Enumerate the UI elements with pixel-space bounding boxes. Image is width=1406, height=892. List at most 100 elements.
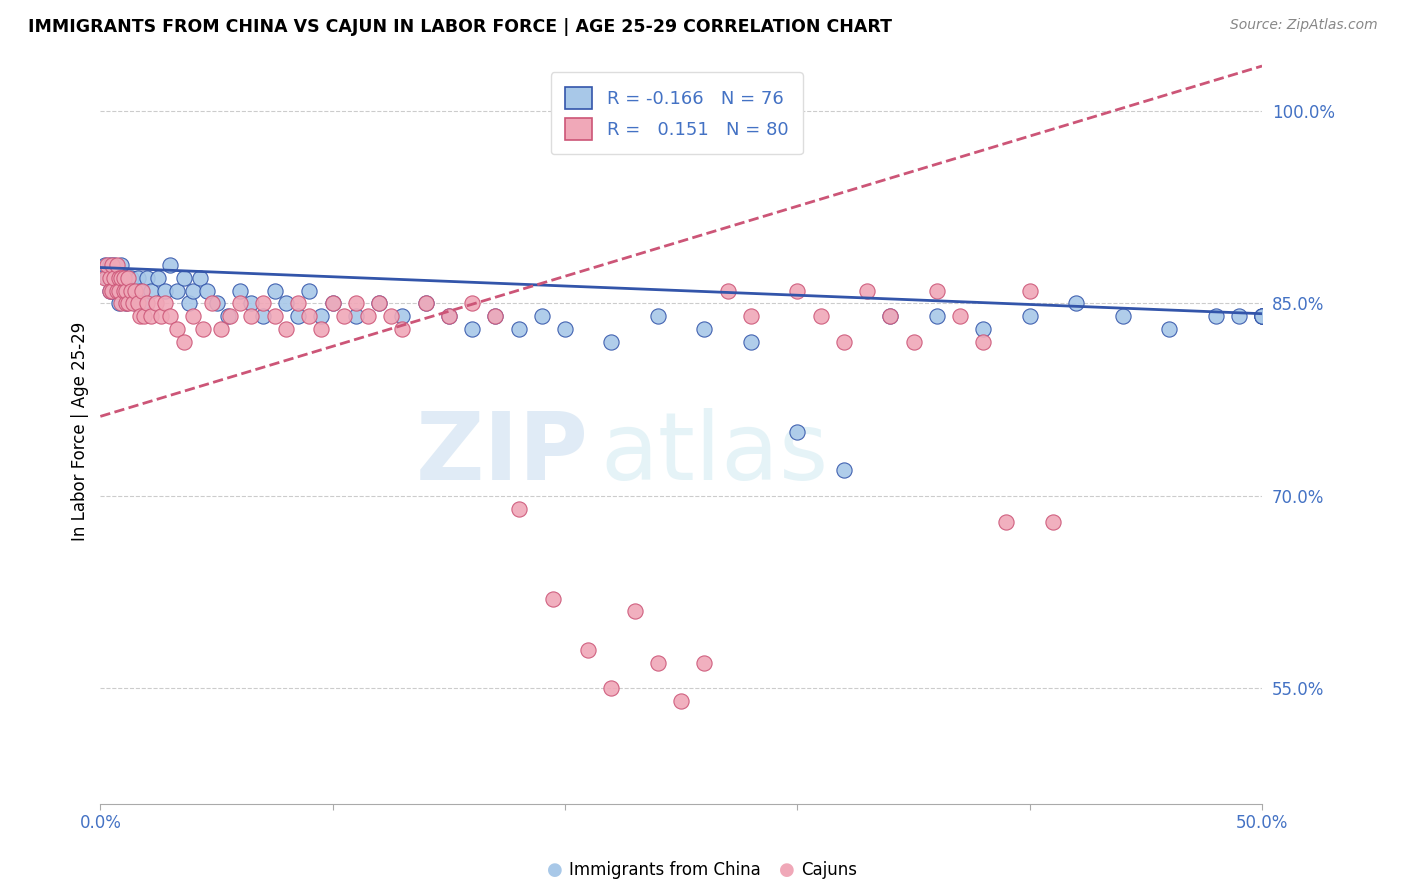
Point xyxy=(191,322,214,336)
Text: IMMIGRANTS FROM CHINA VS CAJUN IN LABOR FORCE | AGE 25-29 CORRELATION CHART: IMMIGRANTS FROM CHINA VS CAJUN IN LABOR … xyxy=(28,18,893,36)
Point xyxy=(124,296,146,310)
Point xyxy=(344,310,367,324)
Point xyxy=(173,334,195,349)
Point xyxy=(115,296,138,310)
Point xyxy=(115,270,138,285)
Point xyxy=(229,284,252,298)
Point xyxy=(94,270,117,285)
Point xyxy=(263,284,285,298)
Point xyxy=(120,270,142,285)
Text: ●: ● xyxy=(779,861,794,879)
Point xyxy=(110,296,132,310)
Point xyxy=(786,284,808,298)
Point xyxy=(135,296,157,310)
Point xyxy=(108,270,131,285)
Point xyxy=(380,310,402,324)
Y-axis label: In Labor Force | Age 25-29: In Labor Force | Age 25-29 xyxy=(72,322,89,541)
Legend: R = -0.166   N = 76, R =   0.151   N = 80: R = -0.166 N = 76, R = 0.151 N = 80 xyxy=(551,72,803,154)
Point xyxy=(122,296,145,310)
Point xyxy=(298,284,321,298)
Point xyxy=(415,296,437,310)
Point xyxy=(322,296,344,310)
Point xyxy=(543,591,565,606)
Point xyxy=(484,310,506,324)
Point xyxy=(344,296,367,310)
Point xyxy=(98,258,121,272)
Point xyxy=(1042,515,1064,529)
Point xyxy=(437,310,460,324)
Point xyxy=(105,258,128,272)
Point xyxy=(217,310,239,324)
Point xyxy=(879,310,901,324)
Point xyxy=(925,310,948,324)
Point xyxy=(108,296,131,310)
Point xyxy=(693,322,716,336)
Point xyxy=(879,310,901,324)
Point xyxy=(600,334,623,349)
Point xyxy=(903,334,925,349)
Point xyxy=(484,310,506,324)
Point xyxy=(135,270,157,285)
Point xyxy=(115,284,138,298)
Text: Immigrants from China: Immigrants from China xyxy=(569,861,761,879)
Point xyxy=(437,310,460,324)
Point xyxy=(122,284,145,298)
Point xyxy=(415,296,437,310)
Point xyxy=(240,296,263,310)
Point xyxy=(112,270,135,285)
Point xyxy=(117,284,139,298)
Point xyxy=(105,270,128,285)
Point xyxy=(287,310,309,324)
Point xyxy=(181,310,204,324)
Point xyxy=(600,681,623,696)
Point xyxy=(181,284,204,298)
Point xyxy=(124,284,146,298)
Point xyxy=(131,284,153,298)
Point xyxy=(832,334,855,349)
Point xyxy=(1064,296,1087,310)
Point xyxy=(120,284,142,298)
Point xyxy=(832,463,855,477)
Point xyxy=(1227,310,1250,324)
Point xyxy=(925,284,948,298)
Point xyxy=(972,334,994,349)
Point xyxy=(461,296,484,310)
Point xyxy=(177,296,200,310)
Point xyxy=(1018,284,1040,298)
Point xyxy=(94,258,117,272)
Point xyxy=(134,310,156,324)
Point xyxy=(103,270,125,285)
Point xyxy=(128,310,150,324)
Point xyxy=(252,310,274,324)
Point xyxy=(786,425,808,439)
Point xyxy=(96,258,118,272)
Point xyxy=(108,270,131,285)
Text: ●: ● xyxy=(547,861,562,879)
Point xyxy=(810,310,832,324)
Point xyxy=(554,322,576,336)
Point xyxy=(252,296,274,310)
Point xyxy=(115,296,138,310)
Point xyxy=(219,310,242,324)
Point xyxy=(110,284,132,298)
Point xyxy=(128,284,150,298)
Point xyxy=(110,270,132,285)
Point xyxy=(131,296,153,310)
Point xyxy=(669,694,692,708)
Point xyxy=(141,310,163,324)
Point xyxy=(856,284,879,298)
Point xyxy=(159,258,181,272)
Point xyxy=(159,310,181,324)
Point xyxy=(149,310,172,324)
Point xyxy=(391,310,413,324)
Point xyxy=(117,296,139,310)
Point xyxy=(647,656,669,670)
Point xyxy=(1251,310,1274,324)
Point xyxy=(576,643,599,657)
Point xyxy=(508,501,530,516)
Point xyxy=(209,322,232,336)
Point xyxy=(1251,310,1274,324)
Point xyxy=(141,284,163,298)
Point xyxy=(740,334,762,349)
Point xyxy=(1205,310,1227,324)
